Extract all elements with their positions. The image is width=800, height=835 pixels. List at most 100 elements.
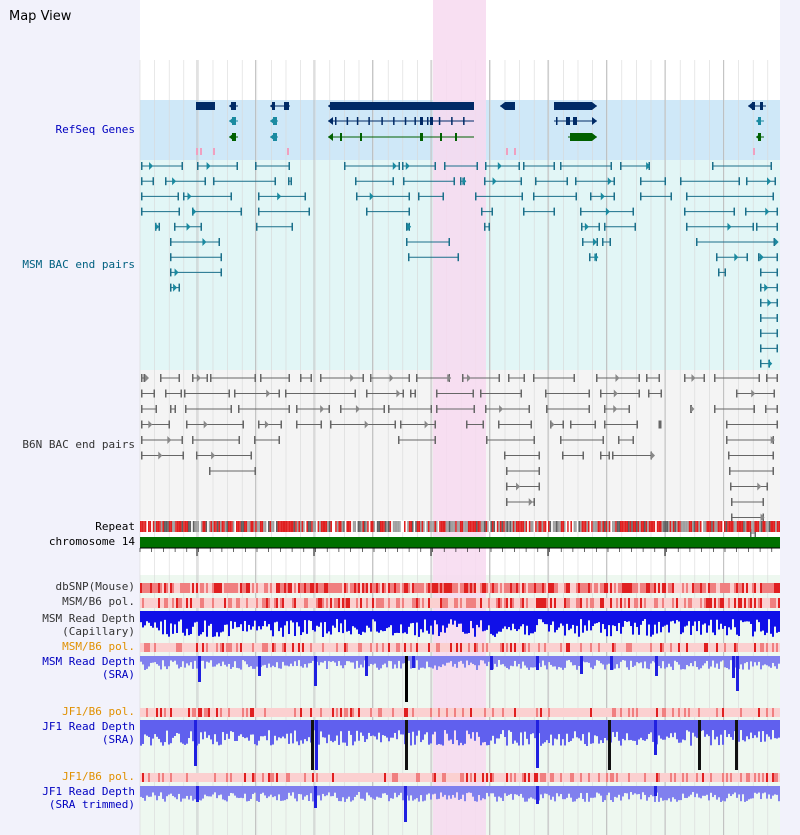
dbsnp-label[interactable]: dbSNP(Mouse) <box>55 580 135 593</box>
msm-cap-depth-bar <box>328 611 330 632</box>
msm-pol-cell <box>500 598 502 608</box>
jf1-pol-cell-2 <box>254 773 256 782</box>
gene-exon <box>330 102 474 110</box>
msm-pol-cell <box>524 598 526 608</box>
msm-cap-depth-bar <box>212 611 214 637</box>
repeat-element <box>224 521 227 532</box>
repeat-element <box>333 521 336 532</box>
msm-bac-end <box>344 162 346 170</box>
jf1-pol-cell <box>580 708 582 717</box>
b6n-bac-end <box>448 374 450 382</box>
b6n-bac-label[interactable]: B6N BAC end pairs <box>22 438 135 451</box>
dbsnp-cell <box>620 583 622 593</box>
jf1-pol-cell-2 <box>564 773 566 782</box>
msm-cap-depth-bar <box>230 611 232 622</box>
msm-sra-pol-cell <box>454 643 456 652</box>
msm-b6-pol-label[interactable]: MSM/B6 pol. <box>62 595 135 608</box>
jf1-b6-pol-label-2[interactable]: JF1/B6 pol. <box>62 770 135 783</box>
jf1-pol-cell <box>382 708 384 717</box>
msm-bac-end <box>776 283 778 292</box>
refseq-genes-label[interactable]: RefSeq Genes <box>55 123 135 136</box>
jf1-pol-cell <box>630 708 632 717</box>
jf1-sra-depth-bar <box>622 720 624 739</box>
msm-sra-depth-bar <box>314 656 316 666</box>
repeat-element <box>455 521 457 532</box>
msm-sra-pol-cell <box>772 643 774 652</box>
jf1-sra-depth-bar <box>378 720 380 733</box>
jf1-sra-depth-bar <box>196 720 198 746</box>
msm-cap-depth-bar <box>578 611 580 637</box>
repeat-element <box>274 521 276 532</box>
jf1-pol-cell <box>358 708 360 717</box>
jf1-pol-cell-2 <box>242 773 244 782</box>
jf1-sra-depth-bar <box>274 720 276 736</box>
repeat-label[interactable]: Repeat <box>95 520 135 533</box>
jf1-pol-cell-2 <box>542 773 544 782</box>
jf1-pol-cell-2 <box>478 773 480 782</box>
msm-bac-arrow <box>462 177 467 186</box>
msm-sra-pol-cell <box>650 643 652 652</box>
jf1-trim-depth-bar <box>568 786 570 794</box>
gene-exon <box>752 102 755 110</box>
msm-cap-depth-bar <box>758 611 760 623</box>
jf1-sra-depth-bar <box>640 720 642 738</box>
jf1-trim-depth-bar <box>310 786 312 794</box>
jf1-sra-depth-bar <box>590 720 592 744</box>
dbsnp-cell <box>242 583 244 593</box>
msm-pol-cell <box>772 598 774 608</box>
msm-sra-depth-bar <box>178 656 180 669</box>
msm-bac-end <box>403 177 405 186</box>
dbsnp-cell <box>364 583 366 593</box>
jf1-pol-cell <box>256 708 258 717</box>
msm-sra-pol-cell <box>266 643 268 652</box>
jf1-pol-cell-2 <box>222 773 224 782</box>
jf1-pol-cell <box>484 708 486 717</box>
msm-bac-label[interactable]: MSM BAC end pairs <box>22 258 135 271</box>
msm-pol-cell <box>740 598 742 608</box>
msm-bac-arrow <box>600 192 605 201</box>
dbsnp-cell <box>696 583 698 593</box>
jf1-trim-depth-bar <box>386 786 388 795</box>
jf1-trim-depth-bar <box>204 786 206 795</box>
jf1-pol-cell <box>456 708 458 717</box>
b6n-bac-arrow <box>757 482 762 491</box>
jf1-trim-depth-bar <box>696 786 698 794</box>
jf1-pol-cell-2 <box>680 773 682 782</box>
jf1-b6-pol-label[interactable]: JF1/B6 pol. <box>62 705 135 718</box>
msm-b6-pol-sra-label[interactable]: MSM/B6 pol. <box>62 640 135 653</box>
msm-depth-cap-label-1[interactable]: MSM Read Depth <box>42 612 135 625</box>
msm-sra-pol-cell <box>592 643 594 652</box>
jf1-pol-cell-2 <box>224 773 226 782</box>
msm-sra-depth-bar <box>446 656 448 663</box>
msm-pol-cell <box>462 598 464 608</box>
jf1-depth-trim-label-1[interactable]: JF1 Read Depth <box>42 785 135 798</box>
msm-sra-pol-cell <box>400 643 402 652</box>
repeat-element <box>288 521 291 532</box>
repeat-element <box>661 521 664 532</box>
msm-sra-pol-cell <box>386 643 388 652</box>
msm-sra-pol-cell <box>686 643 688 652</box>
b6n-bac-end <box>185 405 187 413</box>
msm-pol-cell <box>732 598 734 608</box>
jf1-sra-depth-bar <box>406 720 408 739</box>
jf1-pol-cell-2 <box>298 773 300 782</box>
msm-pol-cell <box>170 598 172 608</box>
msm-sra-pol-cell <box>214 643 216 652</box>
msm-cap-depth-bar <box>612 611 614 626</box>
msm-cap-depth-bar <box>342 611 344 634</box>
jf1-pol-cell-2 <box>250 773 252 782</box>
msm-cap-depth-bar <box>594 611 596 624</box>
dbsnp-cell <box>214 583 216 593</box>
jf1-sra-depth-bar <box>462 720 464 746</box>
msm-sra-depth-bar <box>712 656 714 661</box>
jf1-depth-sra-label-1[interactable]: JF1 Read Depth <box>42 720 135 733</box>
msm-bac-end <box>581 222 583 231</box>
jf1-pol-cell-2 <box>586 773 588 782</box>
msm-depth-sra-label-1[interactable]: MSM Read Depth <box>42 655 135 668</box>
chromosome-label[interactable]: chromosome 14 <box>48 535 135 548</box>
b6n-bac-end <box>408 374 410 382</box>
chromosome-ideogram[interactable] <box>530 53 655 63</box>
jf1-sra-depth-bar <box>440 720 442 745</box>
jf1-pol-cell-2 <box>156 773 158 782</box>
msm-sra-depth-bar <box>452 656 454 667</box>
